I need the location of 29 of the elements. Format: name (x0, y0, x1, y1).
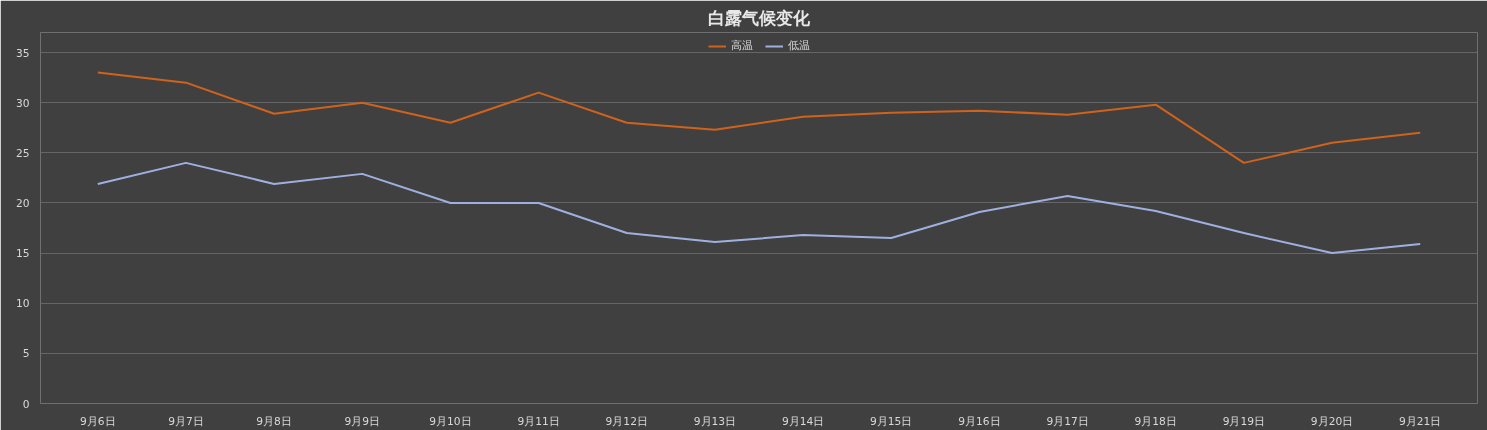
x-tick-label: 9月12日 (605, 414, 648, 428)
y-tick-label: 0 (22, 397, 30, 411)
y-tick-label: 35 (15, 46, 30, 60)
y-tick-label: 15 (15, 247, 30, 261)
x-tick-label: 9月8日 (256, 414, 292, 428)
legend-label: 高温 (730, 39, 753, 53)
x-tick-label: 9月19日 (1222, 414, 1266, 428)
x-tick-label: 9月16日 (958, 414, 1001, 428)
y-tick-label: 30 (15, 96, 30, 110)
x-tick-label: 9月18日 (1134, 414, 1177, 428)
x-tick-label: 9月14日 (781, 414, 825, 428)
x-tick-label: 9月21日 (1399, 414, 1442, 428)
x-tick-label: 9月11日 (517, 414, 560, 428)
x-tick-label: 9月13日 (693, 414, 737, 428)
x-tick-label: 9月7日 (168, 414, 204, 428)
y-tick-label: 25 (15, 146, 30, 160)
x-tick-label: 9月17日 (1046, 414, 1089, 428)
line-series (96, 161, 1422, 255)
y-tick-label: 5 (22, 347, 30, 361)
y-tick-label: 20 (15, 196, 30, 210)
x-tick-label: 9月20日 (1310, 414, 1354, 428)
x-tick-label: 9月9日 (344, 414, 381, 428)
y-tick-label: 10 (15, 297, 30, 311)
chart-title: 白露气候变化 (708, 7, 811, 28)
legend-label: 低温 (787, 39, 810, 53)
x-tick-label: 9月6日 (80, 414, 116, 428)
x-tick-label: 9月10日 (429, 414, 472, 428)
line-series (96, 71, 1422, 164)
x-tick-label: 9月15日 (870, 414, 913, 428)
